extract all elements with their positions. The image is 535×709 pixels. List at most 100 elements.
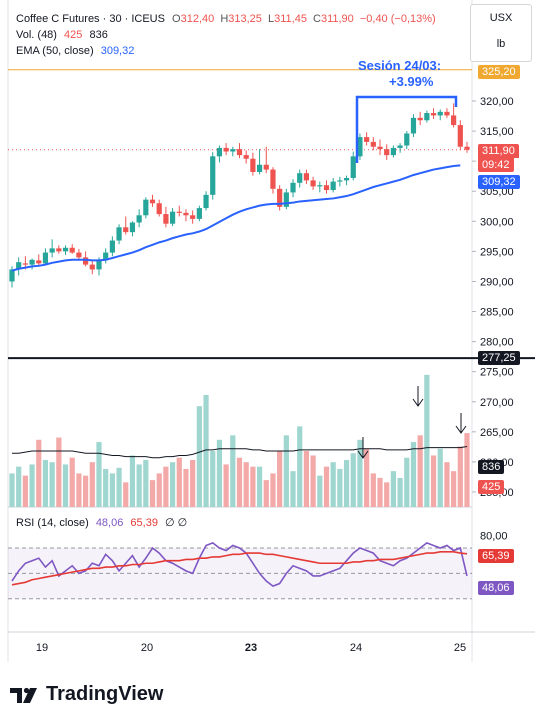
candle-body <box>337 180 343 182</box>
volume-bar <box>163 466 169 507</box>
volume-bar <box>243 462 249 507</box>
volume-bar <box>417 435 423 507</box>
volume-bar <box>364 448 370 507</box>
legend-volume-row: Vol. (48) 425 836 <box>16 27 436 43</box>
rsi-ma-price-label: 65,39 <box>478 549 514 563</box>
price-tick-label: 305,00 <box>480 186 514 198</box>
candle-body <box>297 173 303 183</box>
currency-unit-button[interactable]: USX lb <box>470 4 532 62</box>
volume-pane <box>9 374 470 507</box>
ema-value: 309,32 <box>100 45 135 57</box>
volume-bar <box>143 459 149 507</box>
annotation-bracket <box>355 95 458 163</box>
rsi-label[interactable]: RSI (14, close) <box>16 517 89 529</box>
volume-bar <box>390 471 396 507</box>
candle-body <box>404 133 410 146</box>
currency-label: USX <box>489 12 513 24</box>
candle-body <box>129 222 136 233</box>
volume-bar <box>451 471 457 507</box>
candle-body <box>136 215 142 223</box>
annotation-pct: +3.99% <box>389 74 434 89</box>
rsi-legend: RSI (14, close) 48,06 65,39 ∅ ∅ <box>16 516 187 529</box>
volume-bar <box>437 448 443 507</box>
volume-bar <box>69 457 75 507</box>
candle-body <box>216 147 223 157</box>
volume-bar <box>290 471 296 507</box>
low-value: 311,45 <box>274 13 307 25</box>
indicator-lines <box>11 164 461 272</box>
volume-bar <box>96 442 102 507</box>
volume-bar <box>283 435 289 507</box>
rsi-options: ∅ ∅ <box>165 517 188 529</box>
rsi-pane: 80,0040,00 <box>8 530 508 600</box>
volume-bar <box>29 464 35 507</box>
tradingview-logo[interactable]: TradingView <box>10 683 163 706</box>
candle-body <box>116 227 122 241</box>
rsi-ma-value: 65,39 <box>130 517 158 529</box>
volume-bar <box>384 482 390 507</box>
candle-body <box>256 164 263 172</box>
volume-bar <box>236 457 243 507</box>
volume-bar <box>169 462 176 507</box>
volume-ma-line <box>12 446 468 459</box>
black-line-price-label: 277,25 <box>478 351 520 365</box>
volume-bar <box>83 475 89 507</box>
candle-body <box>377 146 383 150</box>
volume-bar <box>297 426 303 507</box>
candle-body <box>210 156 216 195</box>
candle-body <box>123 227 129 233</box>
volume-bar <box>330 462 336 507</box>
candle-body <box>223 147 229 152</box>
volume-bar <box>256 466 263 507</box>
candle-body <box>16 262 22 270</box>
volume-bar <box>62 464 69 507</box>
volume-bar <box>404 457 410 507</box>
candle-body <box>464 146 470 150</box>
price-tick-label: 280,00 <box>480 337 514 349</box>
candle-body <box>96 260 102 270</box>
candle-body <box>42 252 49 264</box>
volume-bar <box>377 477 383 507</box>
unit-label: lb <box>496 38 506 50</box>
time-tick-label: 25 <box>454 642 466 654</box>
volume-label[interactable]: Vol. (48) <box>16 29 57 41</box>
close-value: 311,90 <box>320 13 354 25</box>
change-value: −0,40 (−0,13%) <box>359 13 436 25</box>
volume-bar <box>310 455 316 507</box>
candle-body <box>69 247 75 253</box>
candle-body <box>417 117 423 121</box>
candle-body <box>357 137 363 157</box>
volume-bar <box>263 480 269 507</box>
candle-body <box>397 145 403 148</box>
time-axis: 19 20 23 24 25 <box>36 642 466 654</box>
candle-body <box>183 212 189 216</box>
volume-bar <box>430 455 437 507</box>
ema-label[interactable]: EMA (50, close) <box>16 45 94 57</box>
legend-price-row: Coffee C Futures · 30 · ICEUS O312,40 H3… <box>16 11 436 27</box>
candle-body <box>250 158 256 172</box>
volume-bar <box>250 466 256 507</box>
close-label: C <box>313 13 321 25</box>
candle-body <box>263 164 269 170</box>
down-arrow-icon <box>357 437 369 459</box>
volume-bar <box>149 480 156 507</box>
candle-body <box>390 147 396 156</box>
candle-body <box>109 240 115 253</box>
volume-bar <box>464 433 470 507</box>
candle-body <box>9 269 15 282</box>
price-tick-label: 290,00 <box>480 276 514 288</box>
volume-bar <box>36 439 42 507</box>
candle-body <box>156 203 162 215</box>
candle-body <box>143 199 149 216</box>
volume-bar <box>216 439 223 507</box>
price-tick-label: 275,00 <box>480 367 514 379</box>
ema-line <box>11 164 461 272</box>
candle-body <box>410 117 417 134</box>
candle-body <box>22 263 28 265</box>
symbol-title[interactable]: Coffee C Futures · 30 · ICEUS <box>16 13 165 25</box>
candle-body <box>49 248 55 253</box>
candle-body <box>303 173 310 181</box>
rsi-price-label: 48,06 <box>478 581 514 595</box>
annotation-title: Sesión 24/03: <box>358 58 441 73</box>
down-arrow-icon <box>412 386 424 407</box>
